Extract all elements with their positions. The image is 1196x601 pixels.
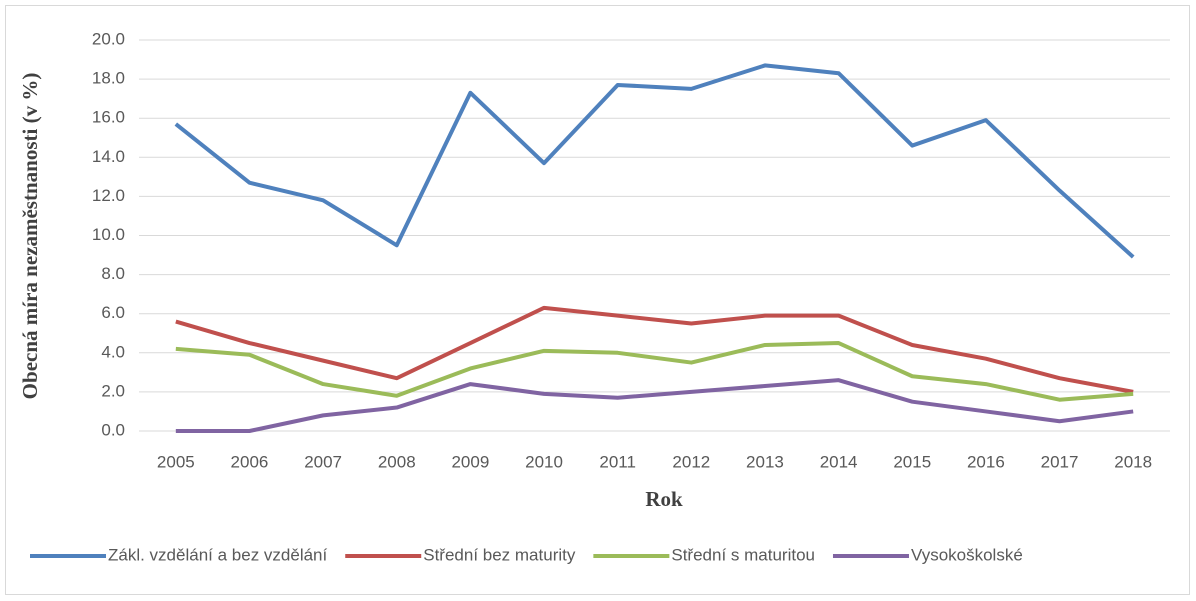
legend-label: Střední bez maturity — [423, 545, 576, 564]
x-tick-label: 2018 — [1114, 452, 1152, 471]
series-line — [175, 378, 1134, 433]
x-axis-title: Rok — [645, 487, 683, 511]
x-tick-label: 2010 — [525, 452, 563, 471]
chart-border — [5, 5, 1190, 595]
y-tick-label: 2.0 — [101, 381, 125, 400]
series-line — [175, 305, 1134, 394]
legend-label: Zákl. vzdělání a bez vzdělání — [108, 545, 328, 564]
y-tick-label: 0.0 — [101, 420, 125, 439]
x-tick-label: 2011 — [599, 452, 636, 471]
x-tick-label: 2015 — [893, 452, 931, 471]
x-tick-label: 2007 — [304, 452, 342, 471]
y-tick-label: 8.0 — [101, 264, 125, 283]
x-tick-label: 2016 — [967, 452, 1005, 471]
x-tick-label: 2017 — [1041, 452, 1079, 471]
y-tick-label: 4.0 — [101, 342, 125, 361]
x-tick-label: 2006 — [231, 452, 269, 471]
y-tick-label: 20.0 — [92, 29, 125, 48]
legend-label: Střední s maturitou — [671, 545, 815, 564]
legend-label: Vysokoškolské — [911, 545, 1023, 564]
series-line — [174, 63, 1135, 259]
y-tick-label: 6.0 — [101, 303, 125, 322]
series-line — [175, 341, 1134, 402]
x-tick-label: 2009 — [451, 452, 489, 471]
y-tick-label: 14.0 — [92, 147, 125, 166]
x-tick-label: 2012 — [672, 452, 710, 471]
y-tick-label: 10.0 — [92, 225, 125, 244]
x-tick-label: 2005 — [157, 452, 195, 471]
x-tick-label: 2008 — [378, 452, 416, 471]
y-tick-label: 18.0 — [92, 69, 125, 88]
y-tick-label: 16.0 — [92, 108, 125, 127]
x-tick-label: 2013 — [746, 452, 784, 471]
y-tick-label: 12.0 — [92, 186, 125, 205]
x-tick-label: 2014 — [820, 452, 858, 471]
y-axis-title: Obecná míra nezaměstnanosti (v %) — [18, 73, 42, 400]
